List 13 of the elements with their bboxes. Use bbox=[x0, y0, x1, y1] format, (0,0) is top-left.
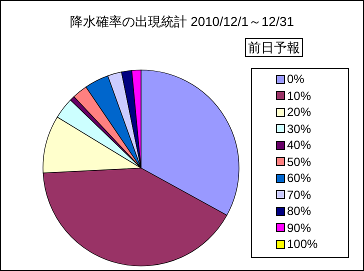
legend-label: 40% bbox=[287, 138, 312, 152]
legend-label: 30% bbox=[287, 122, 312, 136]
legend-label: 70% bbox=[287, 188, 312, 202]
legend-title: 前日予報 bbox=[245, 38, 303, 57]
legend-label: 0% bbox=[287, 72, 304, 86]
legend-label: 10% bbox=[287, 88, 312, 103]
legend-label: 100% bbox=[287, 237, 318, 252]
legend-label: 80% bbox=[287, 204, 312, 218]
legend-label: 60% bbox=[287, 171, 312, 186]
legend-label: 50% bbox=[287, 154, 312, 169]
legend-label: 20% bbox=[287, 105, 312, 120]
legend-label: 90% bbox=[287, 220, 312, 235]
chart-title: 降水確率の出現統計 2010/12/1～12/31 bbox=[69, 13, 295, 31]
